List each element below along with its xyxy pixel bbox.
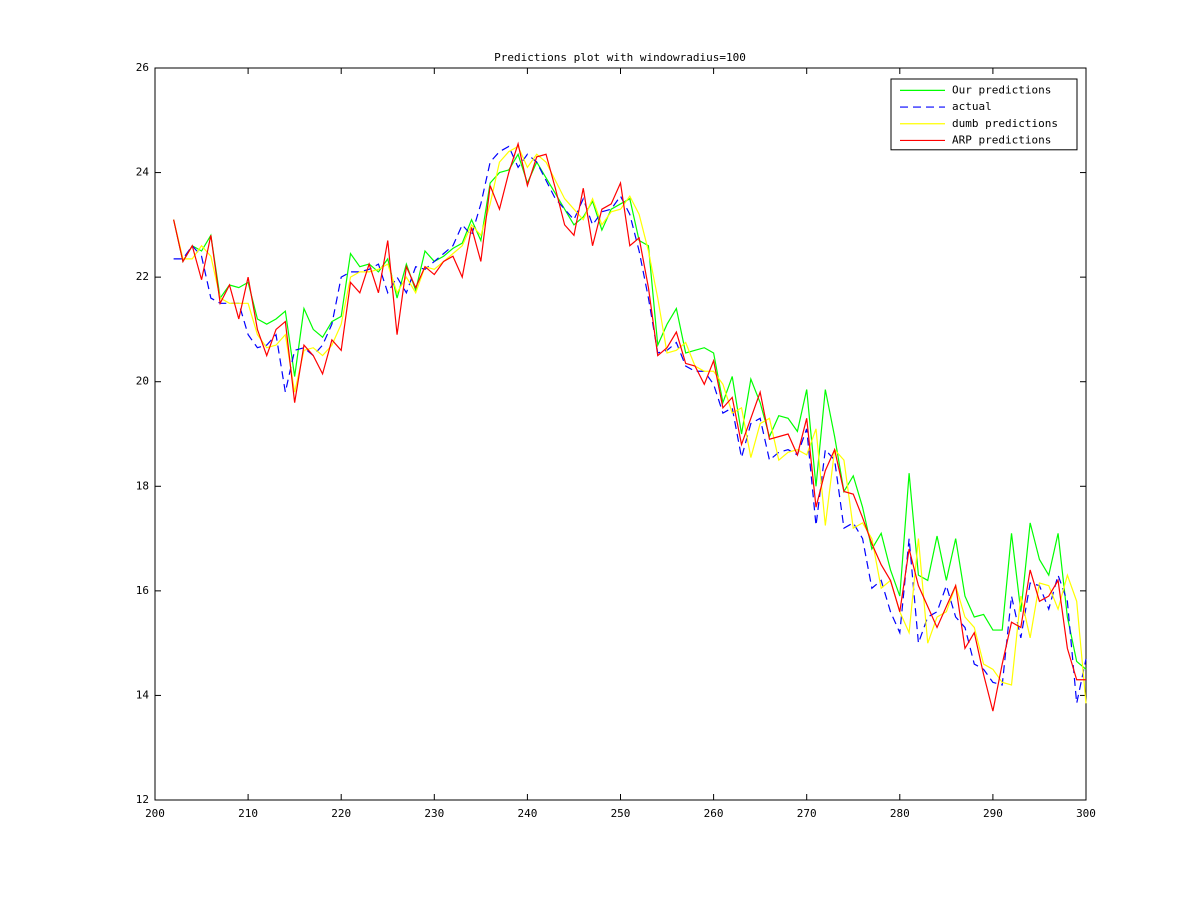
y-tick-label: 12 (136, 793, 149, 806)
y-tick-label: 24 (136, 166, 150, 179)
legend-label: actual (952, 100, 992, 113)
y-tick-label: 22 (136, 270, 149, 283)
x-tick-label: 200 (145, 807, 165, 820)
series-line (173, 141, 1086, 712)
series-line (173, 145, 1087, 704)
legend-label: dumb predictions (952, 117, 1058, 130)
series-line (173, 152, 1087, 670)
x-tick-label: 210 (238, 807, 258, 820)
x-tick-label: 230 (424, 807, 444, 820)
x-tick-label: 300 (1076, 807, 1096, 820)
y-tick-label: 20 (136, 375, 149, 388)
x-tick-label: 240 (517, 807, 537, 820)
x-tick-label: 280 (890, 807, 910, 820)
y-tick-label: 26 (136, 61, 149, 74)
x-tick-label: 260 (704, 807, 724, 820)
x-tick-label: 270 (797, 807, 817, 820)
x-tick-label: 220 (331, 807, 351, 820)
legend-label: ARP predictions (952, 133, 1051, 146)
y-tick-label: 18 (136, 479, 149, 492)
x-tick-label: 290 (983, 807, 1003, 820)
y-tick-label: 16 (136, 584, 149, 597)
legend-label: Our predictions (952, 83, 1051, 96)
plot-frame (154, 67, 1087, 801)
chart-title: Predictions plot with windowradius=100 (494, 51, 746, 64)
series-line (173, 145, 1087, 704)
x-tick-label: 250 (611, 807, 631, 820)
y-tick-label: 14 (136, 688, 150, 701)
